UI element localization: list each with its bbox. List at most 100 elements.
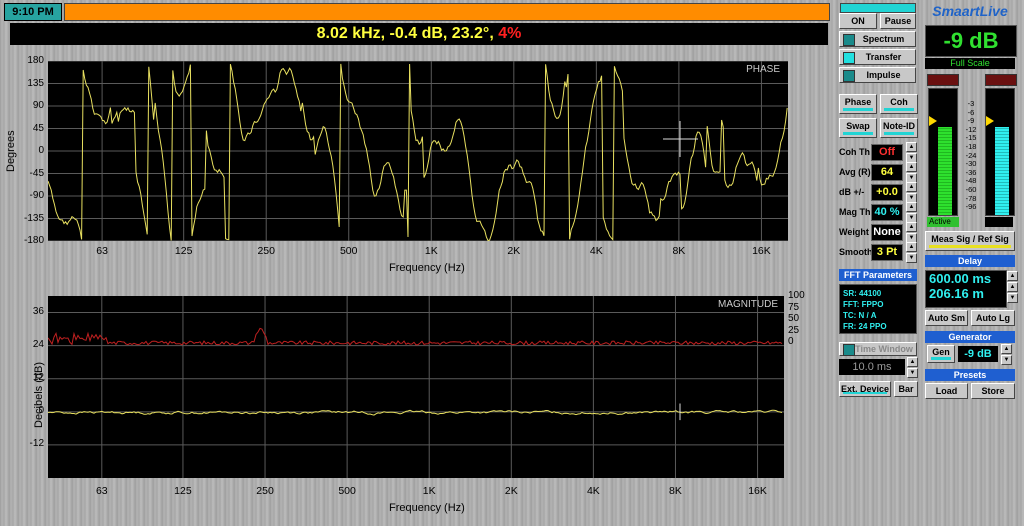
transfer-button[interactable]: Transfer (839, 49, 916, 65)
phase-xtick: 16K (752, 245, 771, 257)
load-button[interactable]: Load (925, 383, 968, 399)
param-up-icon[interactable]: ▲ (906, 202, 917, 212)
generator-header: Generator (925, 331, 1015, 343)
param-spinner[interactable]: ▲ ▼ (906, 242, 917, 264)
transfer-label: Transfer (865, 52, 902, 62)
magnitude-plot[interactable]: MAGNITUDE (48, 296, 784, 478)
spectrum-check-icon (843, 34, 855, 46)
time-window-label: Time Window (855, 344, 913, 354)
phase-ytick: 45 (32, 122, 44, 134)
auto-sm-label: Auto Sm (928, 313, 965, 323)
coh-tick: 50 (788, 313, 800, 324)
mag-xtick: 63 (95, 485, 108, 497)
phase-ytick: 90 (32, 100, 44, 111)
readout-values: 8.02 kHz, -0.4 dB, 23.2°, (316, 25, 494, 42)
fft-params-header: FFT Parameters (839, 269, 917, 281)
mag-ytick: 0 (38, 404, 44, 416)
time-window-value: 10.0 ms (839, 359, 905, 375)
swap-button[interactable]: Swap (839, 118, 877, 138)
coh-btn-bar (884, 108, 914, 111)
note-id-button[interactable]: Note-ID (880, 118, 918, 138)
param-spinner[interactable]: ▲ ▼ (906, 182, 917, 204)
auto-lg-button[interactable]: Auto Lg (971, 310, 1015, 326)
param-up-icon[interactable]: ▲ (906, 142, 917, 152)
generator-spinner[interactable]: ▲ ▼ (1001, 344, 1012, 366)
store-button[interactable]: Store (971, 383, 1015, 399)
coh-tick: 0 (788, 336, 794, 347)
param-spinner[interactable]: ▲ ▼ (906, 222, 917, 244)
meter-left-fill (938, 127, 952, 215)
fft-param-line: SR: 44100 (843, 289, 882, 298)
note-id-btn-bar (884, 132, 914, 135)
param-up-icon[interactable]: ▲ (906, 162, 917, 172)
phase-xtick: 250 (257, 245, 275, 257)
gen-spin-up-icon[interactable]: ▲ (1001, 344, 1012, 354)
delay-m: 206.16 m (929, 286, 984, 301)
meter-scale-tick: -6 (967, 107, 975, 117)
magnitude-trace (48, 409, 783, 416)
pause-button[interactable]: Pause (880, 13, 916, 29)
delay-spin-down-icon[interactable]: ▼ (1007, 293, 1018, 303)
phase-plot[interactable]: PHASE (48, 61, 788, 241)
spin-down-icon[interactable]: ▼ (907, 368, 918, 378)
meas-ref-button[interactable]: Meas Sig / Ref Sig (925, 231, 1015, 251)
spectrum-button[interactable]: Spectrum (839, 31, 916, 47)
param-up-icon[interactable]: ▲ (906, 182, 917, 192)
param-spinner[interactable]: ▲ ▼ (906, 142, 917, 164)
bar-button[interactable]: Bar (894, 381, 918, 397)
phase-ytick: -45 (29, 167, 44, 179)
phase-ytick: -180 (23, 235, 44, 246)
phase-button[interactable]: Phase (839, 94, 877, 114)
param-spinner[interactable]: ▲ ▼ (906, 162, 917, 184)
phase-xtick: 63 (96, 245, 108, 257)
clock-display: 9:10 PM (4, 3, 62, 21)
impulse-check-icon (843, 70, 855, 82)
auto-sm-button[interactable]: Auto Sm (925, 310, 968, 326)
meter-scale-tick: -30 (965, 159, 977, 169)
generator-level: -9 dB (958, 346, 998, 362)
meter-left (928, 88, 958, 216)
phase-xtick: 8K (672, 245, 686, 257)
delay-spin-mid-icon[interactable]: ▲ (1007, 282, 1018, 292)
mag-ytick: 12 (32, 371, 44, 383)
meter-scale-tick: -9 (967, 116, 975, 126)
param-up-icon[interactable]: ▲ (906, 222, 917, 232)
on-button[interactable]: ON (839, 13, 877, 29)
time-window-spinner[interactable]: ▲ ▼ (907, 357, 918, 379)
gen-spin-down-icon[interactable]: ▼ (1001, 355, 1012, 365)
param-up-icon[interactable]: ▲ (906, 242, 917, 252)
cursor-readout: 8.02 kHz, -0.4 dB, 23.2°, 4% (10, 23, 828, 45)
meter-right-fill (995, 127, 1009, 215)
mag-xtick: 4K (586, 485, 600, 497)
coh-button[interactable]: Coh (880, 94, 918, 114)
meter-scale-tick: -78 (965, 193, 977, 203)
level-display: -9 dB (925, 25, 1017, 57)
gen-label: Gen (932, 347, 950, 357)
param-down-icon[interactable]: ▼ (906, 253, 917, 263)
load-label: Load (935, 386, 958, 396)
coh-tick: 75 (788, 301, 800, 313)
mag-xlabel: Frequency (Hz) (389, 502, 465, 514)
meter-scale-tick: -15 (965, 133, 977, 143)
param-spinner[interactable]: ▲ ▼ (906, 202, 917, 224)
gen-button[interactable]: Gen (927, 345, 955, 363)
note-id-btn-label: Note-ID (883, 121, 915, 131)
time-window-button[interactable]: Time Window (839, 342, 917, 356)
delay-spinner[interactable]: ▲ ▲ ▼ (1007, 271, 1018, 305)
delay-ms: 600.00 ms (929, 271, 992, 286)
param-value: 40 % (871, 204, 903, 221)
delay-spin-up-icon[interactable]: ▲ (1007, 271, 1018, 281)
smaartlive-logo: SmaartLive (932, 3, 1008, 19)
meter-scale-tick: -3 (967, 99, 975, 108)
impulse-button[interactable]: Impulse (839, 67, 916, 83)
meas-ref-bar (929, 245, 1011, 248)
mag-xtick: 125 (174, 485, 192, 497)
swap-btn-bar (843, 132, 873, 135)
meter-right (985, 88, 1015, 216)
spin-up-icon[interactable]: ▲ (907, 357, 918, 367)
phase-xtick: 1K (424, 245, 438, 257)
coh-tick: 100 (788, 290, 805, 301)
fft-param-line: TC: N / A (843, 311, 877, 320)
full-scale-label: Full Scale (925, 58, 1015, 69)
ext-device-button[interactable]: Ext. Device (839, 381, 891, 397)
